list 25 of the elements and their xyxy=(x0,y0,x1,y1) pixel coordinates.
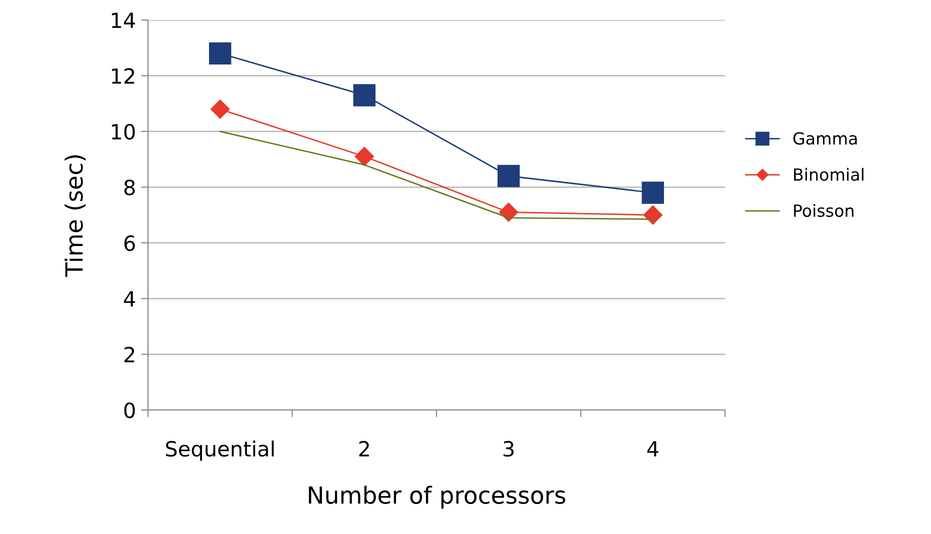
x-axis-title: Number of processors xyxy=(308,486,566,509)
x-tick-label: 4 xyxy=(647,441,658,456)
point xyxy=(643,205,662,225)
y-axis-title: Time (sec) xyxy=(64,155,86,277)
y-tick-label: 8 xyxy=(124,180,135,196)
x-tick-label: 3 xyxy=(504,440,514,457)
point xyxy=(209,42,232,65)
y-tick-label: 4 xyxy=(124,291,136,306)
y-tick-label: 14 xyxy=(112,12,136,28)
point xyxy=(642,182,664,204)
y-tick-label: 10 xyxy=(112,124,135,140)
y-tick-label: 0 xyxy=(124,402,135,418)
legend-label: Poisson xyxy=(794,204,854,217)
point xyxy=(499,202,518,222)
point xyxy=(498,164,520,188)
x-tick-label: Sequential xyxy=(166,440,274,461)
legend-label: Gamma xyxy=(793,132,857,145)
point xyxy=(353,84,376,106)
y-tick-label: 12 xyxy=(112,68,134,84)
legend-label: Binomial xyxy=(794,168,864,181)
y-tick-label: 2 xyxy=(124,346,134,362)
y-tick-label: 6 xyxy=(124,235,135,252)
point xyxy=(210,100,230,119)
point xyxy=(354,146,374,166)
x-tick-label: 2 xyxy=(359,440,369,456)
